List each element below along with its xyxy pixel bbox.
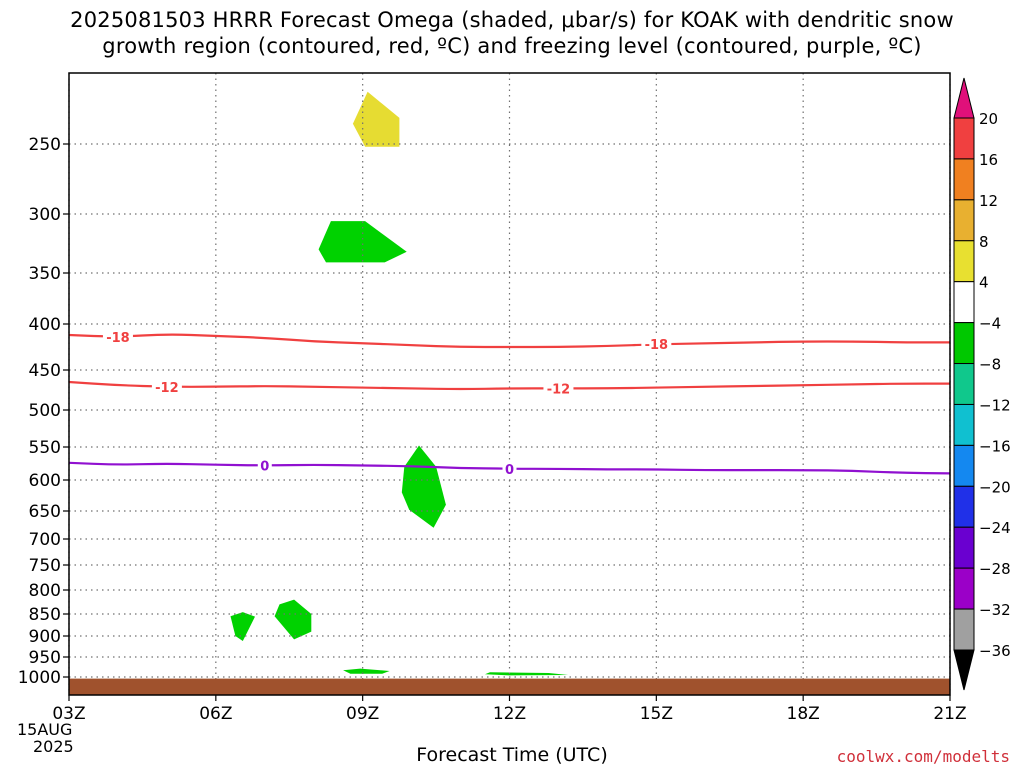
x-tick-label-06Z: 06Z <box>199 704 232 724</box>
omega-region-2 <box>318 221 407 263</box>
colorbar-label-9: −20 <box>979 478 1011 496</box>
y-tick-label-600: 600 <box>29 471 61 491</box>
contour-label-bg--18-0 <box>102 328 133 345</box>
omega-region-1 <box>352 91 400 147</box>
colorbar-segment-7 <box>953 403 975 446</box>
colorbar-label-0: 20 <box>979 110 998 128</box>
colorbar-segment-0 <box>953 117 975 160</box>
x-axis-ticks: 03Z 06Z 09Z 12Z 15Z 18Z 21Z <box>52 695 967 724</box>
omega-shading-layer <box>230 91 569 676</box>
contour-label-0-0: 0 <box>260 459 269 474</box>
colorbar-segment-10 <box>953 526 975 569</box>
y-tick-label-750: 750 <box>29 556 61 576</box>
colorbar-label-4: 4 <box>979 274 989 292</box>
contour-label--12-1: -12 <box>547 382 571 397</box>
colorbar-segment-6 <box>953 363 975 405</box>
contour-label-bg--12-1 <box>543 380 574 397</box>
surface-ground <box>69 678 950 695</box>
y-tick-label-950: 950 <box>29 648 61 668</box>
colorbar-under-triangle <box>953 649 975 691</box>
contour-line--12 <box>68 380 950 391</box>
contour-label--18-0: -18 <box>106 331 130 346</box>
credit-text: coolwx.com/modelts <box>836 747 1010 766</box>
colorbar-segment-1 <box>953 158 975 201</box>
colorbar-label-11: −28 <box>979 560 1011 578</box>
x-axis-label: Forecast Time (UTC) <box>416 744 608 766</box>
omega-region-5 <box>274 599 312 640</box>
chart-title-line1: 2025081503 HRRR Forecast Omega (shaded, … <box>70 8 954 32</box>
y-tick-label-850: 850 <box>29 605 61 625</box>
colorbar-label-3: 8 <box>979 233 989 251</box>
omega-region-3 <box>401 445 446 528</box>
x-tick-label-21Z: 21Z <box>933 704 966 724</box>
colorbar-label-7: −12 <box>979 396 1011 414</box>
colorbar-label-13: −36 <box>979 642 1011 660</box>
colorbar-segment-4 <box>953 281 975 324</box>
y-tick-label-350: 350 <box>29 264 61 284</box>
contour-label-bg-0-1 <box>502 460 517 477</box>
y-tick-label-800: 800 <box>29 581 61 601</box>
x-tick-label-03Z: 03Z <box>52 704 85 724</box>
y-tick-label-300: 300 <box>29 205 61 225</box>
y-tick-label-250: 250 <box>29 135 61 155</box>
y-tick-label-900: 900 <box>29 627 61 647</box>
colorbar-segment-5 <box>953 322 975 365</box>
colorbar-label-12: −32 <box>979 601 1011 619</box>
colorbar-label-5: −4 <box>979 315 1001 333</box>
y-tick-label-700: 700 <box>29 530 61 550</box>
y-tick-label-650: 650 <box>29 502 61 522</box>
colorbar-label-1: 16 <box>979 151 998 169</box>
chart-title-line2: growth region (contoured, red, ºC) and f… <box>102 34 922 58</box>
colorbar-segment-2 <box>953 199 975 242</box>
omega-region-6 <box>343 668 390 674</box>
colorbar-label-10: −24 <box>979 519 1011 537</box>
y-tick-label-1000: 1000 <box>18 668 61 688</box>
contour-label--18-1: -18 <box>645 338 669 353</box>
contour-label-bg--18-1 <box>641 336 672 353</box>
contour-line-0 <box>68 461 951 475</box>
colorbar-label-8: −16 <box>979 437 1011 455</box>
y-axis-ticks: 2503003504004505005506006507007508008509… <box>18 135 69 688</box>
contour-label--12-0: -12 <box>155 381 179 396</box>
contour-label-0-1: 0 <box>505 463 514 478</box>
contour-layer: -18 -18 -12 -12 0 0 <box>68 328 951 478</box>
y-tick-label-450: 450 <box>29 361 61 381</box>
y-tick-label-400: 400 <box>29 315 61 335</box>
colorbar-segment-9 <box>953 485 975 528</box>
colorbar: 20 16 12 8 4 −4 −8 −12 −16 −20 −24 −28 −32 −36 <box>953 77 1011 691</box>
colorbar-over-triangle <box>953 77 975 119</box>
contour-line--18 <box>68 333 950 349</box>
y-tick-label-500: 500 <box>29 401 61 421</box>
surface-layer <box>69 678 950 695</box>
y-tick-label-550: 550 <box>29 438 61 458</box>
colorbar-label-2: 12 <box>979 192 998 210</box>
date-label-day: 15AUG <box>17 720 73 739</box>
x-tick-label-09Z: 09Z <box>346 704 379 724</box>
date-label-year: 2025 <box>33 737 74 756</box>
x-tick-label-18Z: 18Z <box>787 704 820 724</box>
colorbar-segment-3 <box>953 240 975 283</box>
contour-label-bg-0-0 <box>257 457 272 474</box>
colorbar-segment-12 <box>953 608 975 651</box>
x-tick-label-15Z: 15Z <box>640 704 673 724</box>
omega-region-4 <box>230 612 255 641</box>
colorbar-segment-8 <box>953 444 975 487</box>
x-tick-label-12Z: 12Z <box>493 704 526 724</box>
omega-region-7 <box>485 672 569 676</box>
colorbar-label-6: −8 <box>979 356 1001 374</box>
contour-label-bg--12-0 <box>151 378 182 395</box>
colorbar-segment-11 <box>953 567 975 610</box>
